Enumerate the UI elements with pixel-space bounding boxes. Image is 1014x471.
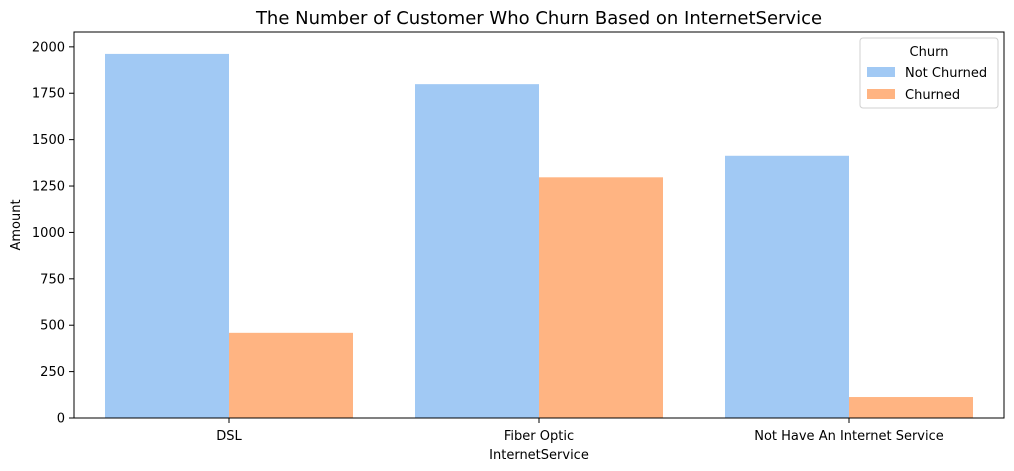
- plot-frame: [73, 31, 1005, 419]
- y-tick-label: 0: [57, 412, 65, 427]
- legend-label-not-churned: Not Churned: [905, 66, 987, 81]
- x-tick-label-fiber-optic: Fiber Optic: [504, 429, 574, 444]
- y-tick-label: 1000: [32, 226, 65, 241]
- legend-title: Churn: [910, 45, 949, 60]
- x-axis-label: InternetService: [489, 448, 589, 463]
- y-tick-label: 1750: [32, 87, 65, 102]
- legend-swatch-not-churned: [867, 67, 895, 77]
- y-tick-label: 1250: [32, 180, 65, 195]
- legend: Churn Not Churned Churned: [859, 37, 999, 109]
- y-tick-label: 750: [40, 272, 65, 287]
- bar-not-have-an-internet-service-churned: [849, 397, 973, 418]
- bar-dsl-churned: [229, 332, 353, 418]
- y-tick-label: 250: [40, 365, 65, 380]
- bars-layer: [105, 53, 973, 419]
- bar-not-have-an-internet-service-not-churned: [725, 155, 849, 418]
- x-tick-label-dsl: DSL: [216, 429, 242, 444]
- bar-fiber-optic-not-churned: [415, 84, 539, 419]
- legend-label-churned: Churned: [905, 88, 960, 103]
- x-tick-label-not-have-an-internet-service: Not Have An Internet Service: [754, 429, 944, 444]
- y-tick-label: 2000: [32, 40, 65, 55]
- legend-swatch-churned: [867, 89, 895, 99]
- bar-fiber-optic-churned: [539, 177, 663, 418]
- y-axis-label: Amount: [9, 199, 24, 250]
- y-tick-label: 500: [40, 319, 65, 334]
- chart-title: The Number of Customer Who Churn Based o…: [255, 8, 822, 29]
- y-tick-label: 1500: [32, 133, 65, 148]
- x-axis: DSL Fiber Optic Not Have An Internet Servi…: [216, 418, 944, 444]
- y-axis: 0 250 500 750 1000 1250 1500 1750 2000: [32, 40, 74, 427]
- bar-dsl-not-churned: [105, 53, 229, 419]
